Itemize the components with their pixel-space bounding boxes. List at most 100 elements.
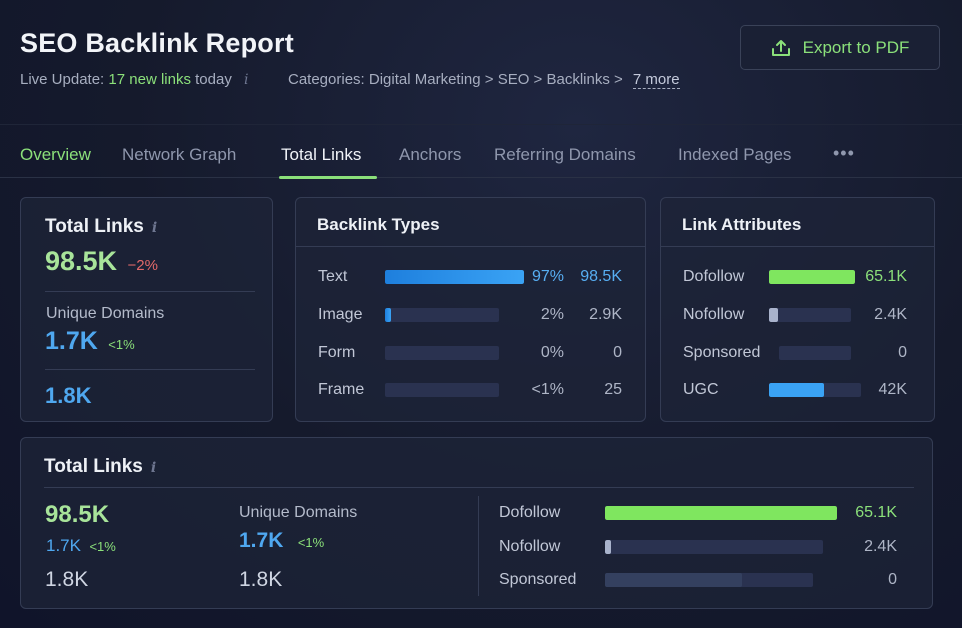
- backlink-type-bar-fill: [385, 308, 391, 322]
- tab-network-graph[interactable]: Network Graph: [122, 145, 237, 164]
- link-attribute-bar: [769, 270, 855, 284]
- summary-attribute-bar: [605, 506, 837, 520]
- total-links-title: Total Links: [45, 216, 144, 237]
- summary-domains-extra: 1.8K: [239, 568, 283, 591]
- report-header: SEO Backlink Report Live Update: 17 new …: [0, 0, 962, 124]
- summary-domains-small-row: 1.7K <1%: [46, 536, 116, 556]
- export-pdf-label: Export to PDF: [802, 37, 910, 57]
- link-attribute-bar: [769, 308, 851, 322]
- summary-domains-change: <1%: [297, 535, 325, 550]
- breadcrumb-prefix: Categories:: [288, 71, 365, 88]
- unique-domains-value-row: 1.7K <1%: [45, 327, 135, 356]
- backlink-type-label: Text: [318, 268, 348, 285]
- total-links-card: Total Links i 98.5K −2% Unique Domains 1.…: [20, 197, 273, 422]
- backlink-type-percent: 97%: [531, 268, 564, 285]
- backlink-type-label: Frame: [318, 381, 365, 398]
- backlink-type-bar: [385, 270, 524, 284]
- tab-anchors[interactable]: Anchors: [399, 145, 462, 164]
- tab-referring-domains[interactable]: Referring Domains: [494, 145, 636, 164]
- export-pdf-button[interactable]: Export to PDF: [740, 25, 940, 70]
- backlink-types-card: Backlink Types Text 97% 98.5K Image 2% 2.9K Fo…: [295, 197, 646, 422]
- summary-attribute-value: 0: [888, 571, 897, 588]
- summary-attribute-label: Nofollow: [499, 538, 561, 555]
- page-title: SEO Backlink Report: [20, 28, 294, 58]
- link-attribute-label: Nofollow: [683, 306, 745, 323]
- summary-domains-label: Unique Domains: [239, 504, 358, 521]
- unique-domains-change: <1%: [108, 337, 135, 352]
- card-divider: [296, 246, 645, 247]
- backlink-types-title: Backlink Types: [317, 215, 440, 234]
- backlink-type-count: 25: [604, 381, 622, 398]
- card-divider: [45, 291, 255, 292]
- summary-attribute-bar-fill: [605, 540, 611, 554]
- summary-attribute-bar: [605, 540, 823, 554]
- backlink-type-bar: [385, 308, 499, 322]
- link-attribute-value: 42K: [878, 381, 907, 398]
- tab-overview[interactable]: Overview: [20, 145, 91, 164]
- link-attribute-value: 65.1K: [865, 268, 907, 285]
- summary-attribute-bar: [605, 573, 813, 587]
- link-attribute-label: Dofollow: [683, 268, 745, 285]
- link-attributes-card: Link Attributes Dofollow 65.1K Nofollow 2.4…: [660, 197, 935, 422]
- card-divider: [45, 369, 255, 370]
- more-tabs-icon[interactable]: •••: [833, 143, 855, 163]
- active-tab-indicator: [279, 176, 377, 179]
- link-attribute-bar-fill: [769, 383, 825, 397]
- info-icon[interactable]: i: [244, 72, 249, 88]
- backlink-type-label: Form: [318, 344, 356, 361]
- info-icon[interactable]: i: [150, 460, 157, 476]
- live-update-count[interactable]: 17 new links: [108, 71, 191, 88]
- summary-attribute-label: Sponsored: [499, 571, 577, 588]
- link-attribute-label: Sponsored: [683, 344, 761, 361]
- live-update-suffix: today: [195, 71, 232, 88]
- summary-domains-small-value: 1.7K: [46, 536, 81, 555]
- info-icon[interactable]: i: [151, 220, 158, 236]
- breadcrumb-more-link[interactable]: 7 more: [632, 71, 680, 89]
- backlink-type-label: Image: [318, 306, 363, 323]
- summary-extra-value: 1.8K: [45, 568, 89, 591]
- summary-attribute-bar-fill: [605, 506, 837, 520]
- breadcrumb: Categories: Digital Marketing > SEO > Ba…: [288, 71, 680, 89]
- tab-bar: Overview Network Graph Total Links Ancho…: [0, 124, 962, 179]
- card-divider: [44, 487, 914, 488]
- summary-attribute-label: Dofollow: [499, 504, 561, 521]
- card-divider: [661, 246, 934, 247]
- link-attributes-title: Link Attributes: [682, 215, 802, 234]
- upload-icon: [771, 39, 790, 56]
- link-attribute-value: 2.4K: [874, 306, 907, 323]
- live-update: Live Update: 17 new links today i: [20, 71, 248, 88]
- link-attribute-bar-fill: [769, 308, 778, 322]
- summary-attribute-value: 65.1K: [855, 504, 897, 521]
- backlink-type-count: 0: [613, 344, 622, 361]
- backlink-type-count: 98.5K: [580, 268, 622, 285]
- link-attribute-bar: [769, 383, 861, 397]
- total-links-change: −2%: [127, 257, 158, 274]
- backlink-type-bar: [385, 383, 499, 397]
- summary-title: Total Links: [44, 456, 143, 477]
- tab-total-links[interactable]: Total Links: [281, 145, 362, 164]
- link-attribute-bar: [779, 346, 851, 360]
- live-update-prefix: Live Update:: [20, 71, 105, 88]
- summary-domains-value: 1.7K: [239, 529, 284, 552]
- total-links-summary-card: Total Links i 98.5K 1.7K <1% 1.8K Unique …: [20, 437, 933, 609]
- total-links-card-title: Total Links i: [45, 216, 157, 238]
- backlink-type-count: 2.9K: [589, 306, 622, 323]
- link-attribute-value: 0: [898, 344, 907, 361]
- backlink-type-percent: 0%: [540, 344, 564, 361]
- extra-count-value: 1.8K: [45, 383, 92, 408]
- backlink-type-percent: <1%: [531, 381, 564, 398]
- total-links-value-row: 98.5K −2%: [45, 246, 158, 277]
- summary-attribute-bar-fill: [605, 573, 743, 587]
- total-links-value: 98.5K: [45, 246, 118, 276]
- backlink-type-bar-fill: [385, 270, 524, 284]
- summary-card-title: Total Links i: [44, 456, 156, 478]
- summary-domains-row: 1.7K <1%: [239, 529, 324, 553]
- backlink-type-percent: 2%: [540, 306, 564, 323]
- link-attribute-bar-fill: [769, 270, 855, 284]
- summary-domains-small-change: <1%: [89, 539, 116, 554]
- tab-indexed-pages[interactable]: Indexed Pages: [678, 145, 792, 164]
- breadcrumb-path[interactable]: Digital Marketing > SEO > Backlinks >: [368, 71, 623, 88]
- link-attribute-label: UGC: [683, 381, 719, 398]
- summary-total-value: 98.5K: [45, 501, 110, 528]
- vertical-divider: [478, 496, 479, 596]
